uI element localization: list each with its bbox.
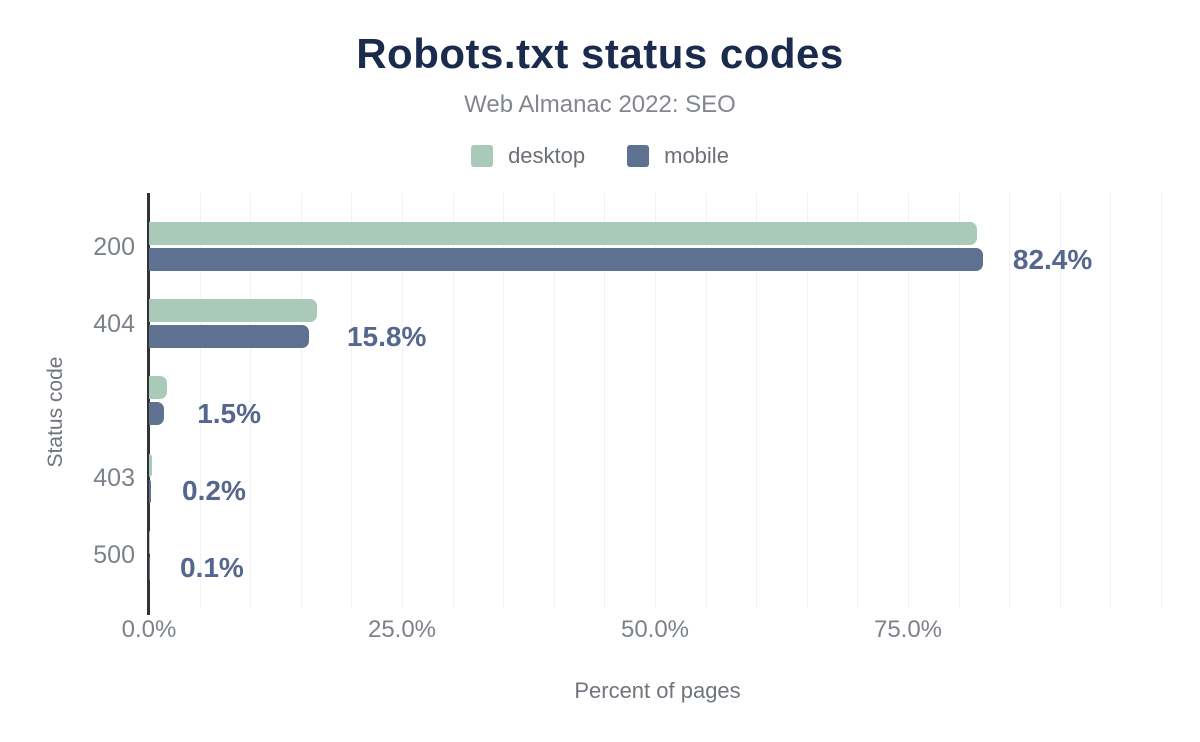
x-axis-title: Percent of pages [574,678,741,703]
category-label: 500 [93,541,135,570]
legend-label: desktop [508,143,586,168]
gridline [655,193,656,608]
chart-title: Robots.txt status codes [356,30,844,77]
value-label: 82.4% [1012,243,1093,275]
bar-desktop [149,530,150,554]
value-label: 0.1% [180,552,244,584]
bar-mobile [149,248,983,271]
x-tick-label: 75.0% [873,616,943,643]
desktop-swatch-icon [471,145,494,167]
legend-item-mobile: mobile [627,143,729,169]
gridline [452,193,454,608]
value-label: 15.8% [346,320,427,352]
gridline [604,193,606,608]
gridline [553,193,555,608]
value-label: 1.5% [197,397,262,429]
gridline [503,193,505,608]
bar-desktop [149,222,977,245]
bar-mobile [149,479,152,503]
y-axis-line [147,193,150,615]
x-tick-label: 50.0% [620,616,690,643]
legend-label: mobile [664,143,729,168]
gridline [250,193,252,608]
category-label: 404 [93,309,135,338]
bar-mobile [149,402,165,426]
category-label: 200 [93,232,135,261]
gridline [199,193,201,608]
gridline [958,193,960,608]
gridline [402,193,403,608]
gridline [705,193,707,608]
bar-mobile [149,325,309,349]
chart-subtitle: Web Almanac 2022: SEO [464,91,736,118]
gridline [1059,193,1061,608]
bar-desktop [149,299,317,323]
gridline [756,193,758,608]
mobile-swatch-icon [627,145,650,167]
legend: desktop mobile [0,143,1200,169]
gridline [806,193,808,608]
gridline [1161,193,1162,608]
x-tick-label: 0.0% [121,616,177,643]
legend-item-desktop: desktop [471,143,585,169]
bar-desktop [149,376,168,400]
gridline [908,193,909,608]
y-axis-title: Status code [44,356,67,468]
bar-desktop [149,453,153,477]
bar-mobile [149,556,150,580]
gridline [300,193,302,608]
gridline [1009,193,1011,608]
gridline [351,193,353,608]
value-label: 0.2% [182,475,246,507]
category-label: 403 [93,464,135,493]
x-tick-label: 25.0% [367,616,437,643]
gridline [1110,193,1112,608]
gridline [857,193,859,608]
